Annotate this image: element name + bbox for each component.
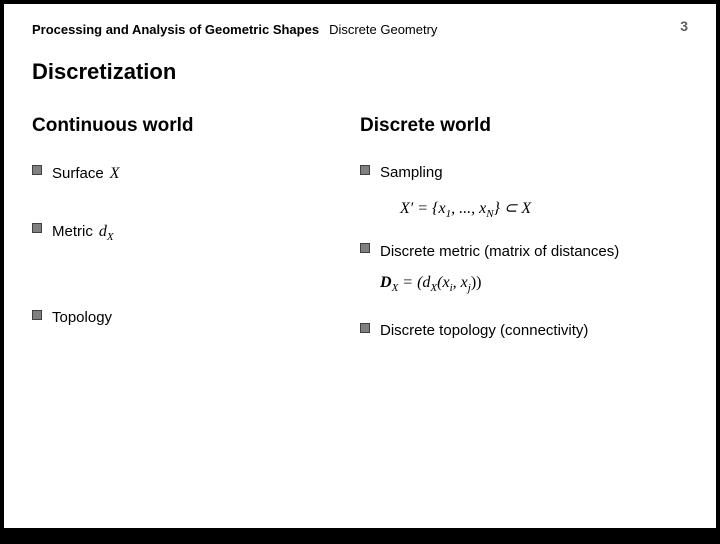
bullet-icon: [32, 310, 42, 320]
label: Discrete metric (matrix of distances): [380, 243, 619, 260]
label: Discrete topology (connectivity): [380, 317, 588, 346]
header-left: Processing and Analysis of Geometric Sha…: [32, 22, 437, 37]
right-heading: Discrete world: [360, 115, 688, 137]
slide-title: Discretization: [32, 59, 688, 85]
bullet-text: Discrete topology (connectivity): [380, 317, 588, 346]
left-heading: Continuous world: [32, 115, 360, 137]
math-symbol: X: [110, 159, 120, 189]
bullet-icon: [360, 243, 370, 253]
left-item-metric: Metric dX: [32, 217, 360, 248]
label: Metric: [52, 218, 93, 247]
columns: Continuous world Surface X Metric dX Top: [32, 115, 688, 401]
bullet-text: Surface X: [52, 159, 119, 189]
right-item-topology: Discrete topology (connectivity): [360, 317, 688, 373]
left-item-topology: Topology: [32, 304, 360, 333]
left-column: Continuous world Surface X Metric dX Top: [32, 115, 360, 401]
course-title: Processing and Analysis of Geometric Sha…: [32, 22, 319, 37]
bullet-icon: [32, 223, 42, 233]
slide-frame: Processing and Analysis of Geometric Sha…: [4, 4, 716, 528]
bullet-content: Discrete metric (matrix of distances) DX…: [380, 237, 688, 299]
right-item-metric: Discrete metric (matrix of distances) DX…: [360, 237, 688, 299]
section-title: Discrete Geometry: [329, 22, 437, 37]
bullet-icon: [32, 165, 42, 175]
bullet-icon: [360, 165, 370, 175]
bullet-text: Topology: [52, 304, 112, 333]
left-item-surface: Surface X: [32, 159, 360, 189]
label: Surface: [52, 160, 104, 189]
bullet-text: Sampling: [380, 159, 531, 188]
bullet-content: Sampling X′ = {x1, ..., xN} ⊂ X: [380, 159, 531, 225]
label: Sampling: [380, 159, 443, 188]
header-row: Processing and Analysis of Geometric Sha…: [32, 22, 688, 37]
math-symbol: dX: [99, 217, 114, 248]
right-item-sampling: Sampling X′ = {x1, ..., xN} ⊂ X: [360, 159, 688, 225]
page-number: 3: [680, 18, 688, 34]
right-column: Discrete world Sampling X′ = {x1, ..., x…: [360, 115, 688, 401]
bullet-icon: [360, 323, 370, 333]
label: Topology: [52, 304, 112, 333]
bullet-text: Metric dX: [52, 217, 114, 248]
metric-formula: DX = (dX(xi, xj)): [380, 274, 481, 291]
sampling-formula: X′ = {x1, ..., xN} ⊂ X: [400, 194, 531, 225]
